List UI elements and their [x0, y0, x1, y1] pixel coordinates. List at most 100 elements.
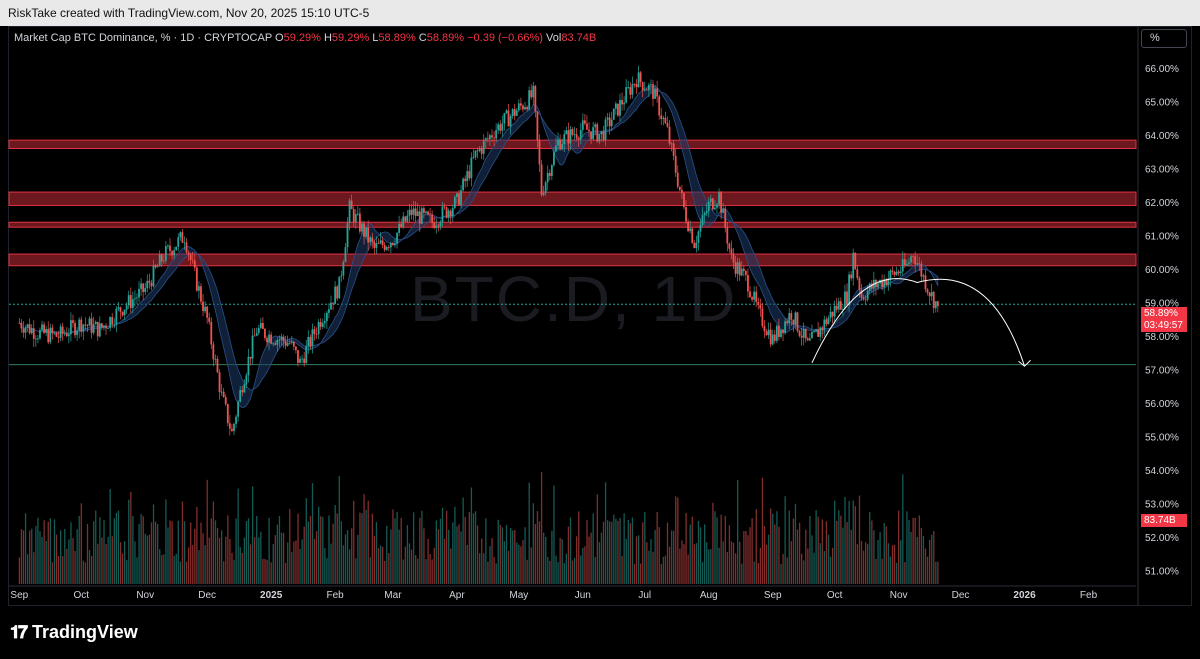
- candle-body: [920, 263, 923, 277]
- volume-bar: [656, 512, 658, 584]
- candle-body: [72, 320, 74, 324]
- projection-arrow-icon: [1018, 359, 1031, 367]
- candle-body: [414, 208, 417, 217]
- volume-bar: [759, 547, 762, 584]
- candle-body: [852, 252, 855, 279]
- volume-bar: [640, 563, 642, 584]
- candle-body: [623, 102, 626, 105]
- volume-bar: [646, 542, 648, 584]
- volume-bar: [181, 501, 184, 584]
- volume-bar: [227, 515, 229, 584]
- volume-bar: [266, 559, 268, 584]
- candle-body: [850, 274, 853, 279]
- candle-body: [798, 331, 801, 336]
- volume-bar: [293, 541, 295, 584]
- chart-frame[interactable]: [8, 26, 1192, 606]
- candle-body: [292, 341, 295, 347]
- candle-body: [678, 186, 681, 190]
- candle-body: [28, 324, 31, 334]
- candle-body: [363, 223, 365, 237]
- brand[interactable]: 𝟏𝟕 TradingView: [10, 622, 138, 643]
- volume-bar: [924, 548, 927, 584]
- volume-bar: [774, 524, 776, 584]
- volume-bar: [753, 561, 755, 584]
- volume-bar: [214, 520, 217, 584]
- candle-body: [916, 263, 919, 265]
- volume-bar: [716, 517, 718, 584]
- candle-body: [334, 286, 337, 304]
- candle-body: [418, 211, 421, 224]
- candle-body: [78, 319, 81, 331]
- volume-bar: [720, 514, 722, 584]
- candle-body: [846, 291, 848, 305]
- candle-body: [491, 135, 493, 138]
- unit-toggle-button[interactable]: %: [1141, 29, 1187, 48]
- volume-bar: [854, 506, 856, 584]
- volume-bar: [282, 532, 285, 584]
- candle-body: [808, 338, 811, 341]
- volume-bar: [592, 513, 594, 584]
- volume-bar: [483, 553, 485, 584]
- candle-body: [142, 283, 145, 292]
- candle-body: [466, 171, 469, 182]
- volume-bar: [367, 500, 369, 584]
- candle-body: [606, 117, 609, 120]
- volume-bar: [123, 541, 126, 584]
- candle-body: [307, 336, 310, 347]
- candle-body: [612, 108, 615, 120]
- volume-bar: [803, 560, 805, 584]
- candle-body: [540, 164, 543, 195]
- candle-body: [396, 232, 398, 244]
- volume-bar: [111, 536, 113, 584]
- volume-bar: [84, 562, 87, 584]
- candle-body: [257, 327, 260, 333]
- candle-body: [177, 237, 180, 247]
- volume-bar: [860, 540, 863, 584]
- volume-bar: [906, 511, 908, 584]
- volume-bar: [895, 562, 898, 584]
- candle-body: [117, 307, 120, 309]
- candle-body: [724, 208, 727, 228]
- candle-body: [515, 110, 518, 116]
- volume-bar: [691, 516, 693, 584]
- candle-body: [422, 208, 425, 213]
- candle-body: [546, 172, 549, 183]
- candle-body: [749, 291, 751, 298]
- candle-body: [505, 110, 508, 114]
- volume-bar: [291, 551, 293, 584]
- candle-body: [43, 324, 45, 333]
- volume-bar: [590, 532, 592, 584]
- candle-body: [358, 213, 361, 232]
- candle-body: [214, 358, 217, 360]
- volume-bar: [322, 516, 324, 584]
- footer-bar: [0, 606, 1200, 659]
- candle-body: [827, 317, 830, 325]
- volume-bar: [823, 551, 826, 584]
- candle-body: [416, 211, 419, 217]
- volume-bar: [443, 538, 446, 584]
- candle-body: [553, 151, 555, 166]
- candle-body: [631, 83, 634, 95]
- candle-body: [753, 291, 756, 300]
- volume-bar: [43, 520, 45, 584]
- chart-legend: Market Cap BTC Dominance, % · 1D · CRYPT…: [14, 32, 596, 44]
- volume-bar: [594, 557, 596, 584]
- volume-bar: [784, 496, 786, 584]
- volume-bar: [489, 546, 491, 584]
- volume-bar: [898, 510, 900, 584]
- x-tick-label: May: [509, 590, 528, 601]
- candle-body: [456, 193, 458, 197]
- candle-body: [782, 329, 784, 334]
- volume-bar: [770, 508, 772, 584]
- candle-body: [39, 329, 41, 339]
- volume-bar: [229, 538, 231, 584]
- candle-body: [323, 321, 326, 324]
- volume-bar: [737, 479, 739, 584]
- candle-body: [707, 201, 710, 212]
- candle-body: [167, 245, 169, 247]
- candle-body: [86, 324, 89, 326]
- volume-bar: [497, 519, 499, 584]
- candle-body: [51, 327, 54, 334]
- x-tick-label: Nov: [890, 590, 908, 601]
